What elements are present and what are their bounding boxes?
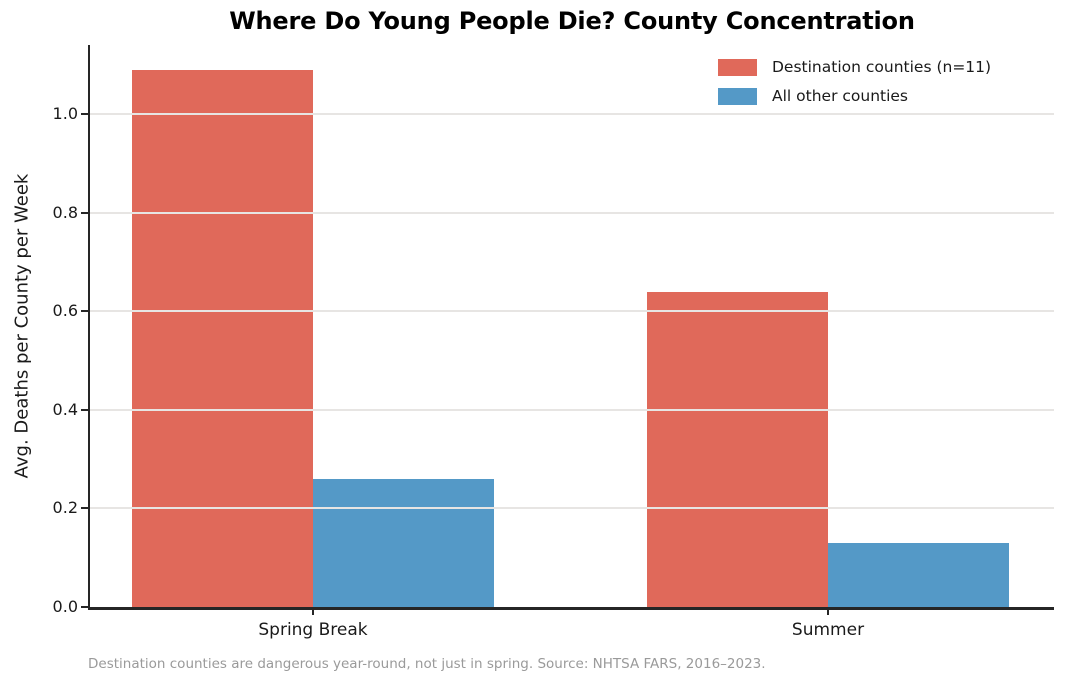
y-axis-line xyxy=(88,45,90,607)
chart-title: Where Do Young People Die? County Concen… xyxy=(229,7,915,35)
y-tick-mark-0.4 xyxy=(81,408,89,411)
y-axis-label: Avg. Deaths per County per Week xyxy=(11,173,33,479)
x-tick-mark-spring-break xyxy=(312,609,314,615)
gridline-0.8 xyxy=(90,211,1054,214)
y-tick-label-1.0: 1.0 xyxy=(52,104,78,123)
bar-spring-break-all-other-counties xyxy=(313,478,494,607)
x-axis-line xyxy=(88,607,1054,610)
x-tick-label-spring-break: Spring Break xyxy=(258,620,368,640)
y-tick-label-0.8: 0.8 xyxy=(52,202,78,222)
y-tick-label-0.6: 0.6 xyxy=(52,301,78,321)
gridline-0.6 xyxy=(90,310,1054,313)
legend-label-all-other-counties: All other counties xyxy=(772,87,909,105)
plot-area: 0.0 0.2 0.4 0.6 0.8 1.0 Spring Break Summer De… xyxy=(53,45,1054,640)
legend-swatch-destination-counties xyxy=(718,58,757,76)
legend-label-destination-counties: Destination counties (n=11) xyxy=(772,58,992,76)
gridline-0.4 xyxy=(90,408,1054,411)
footnote: Destination counties are dangerous year-… xyxy=(88,656,766,672)
bar-summer-destination-counties xyxy=(647,291,828,607)
x-tick-mark-summer xyxy=(827,609,829,615)
legend: Destination counties (n=11) All other co… xyxy=(718,58,991,116)
gridline-0.2 xyxy=(90,507,1054,510)
y-tick-label-0.0: 0.0 xyxy=(52,597,78,616)
y-tick-mark-0.6 xyxy=(81,310,89,313)
y-tick-mark-0.8 xyxy=(81,211,89,214)
bar-spring-break-destination-counties xyxy=(132,69,313,607)
gridline-1 xyxy=(90,113,1054,115)
y-tick-label-0.4: 0.4 xyxy=(52,399,78,419)
y-tick-mark-1.0 xyxy=(81,113,89,115)
legend-item-all-other-counties: All other counties xyxy=(718,87,991,105)
y-tick-label-0.2: 0.2 xyxy=(52,498,78,518)
x-tick-label-summer: Summer xyxy=(791,620,865,640)
legend-item-destination-counties: Destination counties (n=11) xyxy=(718,58,991,76)
y-tick-mark-0.2 xyxy=(81,507,89,510)
y-tick-mark-0.0 xyxy=(81,606,89,608)
legend-swatch-all-other-counties xyxy=(718,87,757,105)
bar-summer-all-other-counties xyxy=(828,542,1009,607)
